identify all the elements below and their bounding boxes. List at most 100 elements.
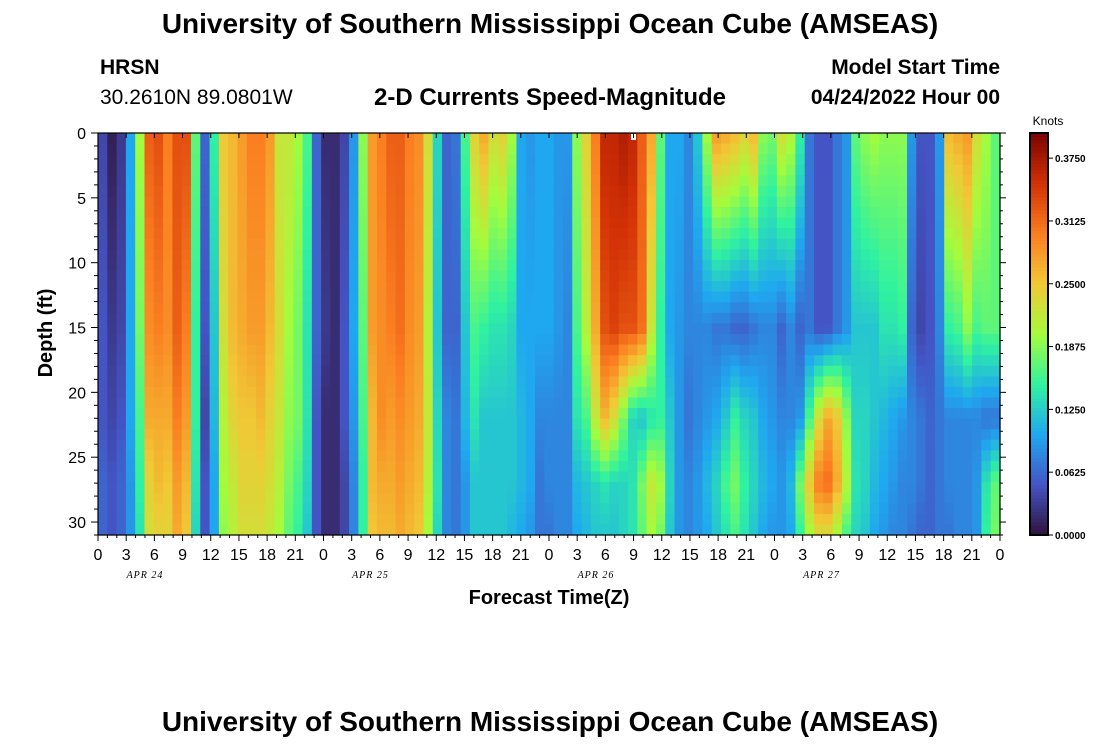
heatmap-cell bbox=[190, 450, 201, 462]
heatmap-cell bbox=[832, 471, 843, 483]
heatmap-cell bbox=[404, 281, 415, 293]
heatmap-cell bbox=[414, 196, 425, 208]
heatmap-cell bbox=[135, 460, 146, 473]
heatmap-cell bbox=[609, 302, 620, 314]
heatmap-cell bbox=[609, 154, 620, 166]
heatmap-cell bbox=[358, 471, 369, 483]
heatmap-cell bbox=[990, 450, 1001, 462]
heatmap-cell bbox=[795, 238, 806, 250]
heatmap-cell bbox=[832, 450, 843, 462]
heatmap-cell bbox=[404, 291, 415, 303]
heatmap-cell bbox=[246, 238, 257, 250]
heatmap-cell bbox=[125, 207, 136, 219]
heatmap-cell bbox=[218, 228, 229, 240]
heatmap-cell bbox=[98, 513, 108, 526]
heatmap-cell bbox=[190, 133, 201, 145]
heatmap-cell bbox=[460, 196, 471, 208]
heatmap-cell bbox=[776, 397, 787, 409]
heatmap-cell bbox=[404, 503, 415, 515]
heatmap-cell bbox=[321, 270, 332, 282]
heatmap-cell bbox=[609, 471, 620, 483]
heatmap-cell bbox=[730, 376, 741, 388]
heatmap-cell bbox=[153, 460, 164, 473]
heatmap-cell bbox=[414, 334, 425, 346]
heatmap-cell bbox=[125, 302, 136, 314]
heatmap-cell bbox=[618, 460, 629, 473]
heatmap-cell bbox=[693, 259, 704, 272]
heatmap-cell bbox=[944, 238, 955, 250]
heatmap-cell bbox=[302, 513, 313, 526]
heatmap-cell bbox=[786, 503, 797, 515]
heatmap-cell bbox=[525, 196, 536, 208]
heatmap-cell bbox=[311, 259, 322, 272]
heatmap-cell bbox=[367, 302, 378, 314]
heatmap-cell bbox=[879, 249, 890, 261]
heatmap-cell bbox=[283, 302, 294, 314]
heatmap-cell bbox=[572, 228, 583, 240]
heatmap-cell bbox=[990, 249, 1001, 261]
heatmap-cell bbox=[990, 175, 1001, 187]
heatmap-cell bbox=[488, 386, 499, 399]
heatmap-cell bbox=[832, 503, 843, 515]
heatmap-cell bbox=[860, 397, 871, 409]
heatmap-cell bbox=[795, 376, 806, 388]
colorbar-swatch bbox=[1030, 464, 1048, 469]
heatmap-cell bbox=[116, 429, 127, 441]
heatmap-cell bbox=[814, 228, 824, 240]
heatmap-cell bbox=[600, 365, 611, 377]
heatmap-cell bbox=[776, 513, 787, 526]
heatmap-cell bbox=[748, 323, 759, 335]
heatmap-cell bbox=[888, 429, 899, 441]
heatmap-cell bbox=[358, 217, 369, 229]
heatmap-cell bbox=[200, 450, 211, 462]
heatmap-cell bbox=[934, 143, 945, 155]
heatmap-cell bbox=[535, 408, 545, 420]
heatmap-cell bbox=[321, 450, 332, 462]
colorbar-swatch bbox=[1030, 327, 1048, 332]
heatmap-cell bbox=[823, 185, 834, 198]
heatmap-cell bbox=[209, 164, 220, 176]
heatmap-cell bbox=[497, 482, 508, 494]
heatmap-cell bbox=[497, 154, 508, 166]
heatmap-cell bbox=[823, 513, 834, 526]
heatmap-cell bbox=[823, 259, 834, 272]
heatmap-cell bbox=[590, 238, 601, 250]
heatmap-cell bbox=[730, 429, 741, 441]
heatmap-cell bbox=[311, 270, 322, 282]
heatmap-cell bbox=[172, 143, 183, 155]
heatmap-cell bbox=[665, 259, 676, 272]
colorbar-swatch bbox=[1030, 501, 1048, 506]
heatmap-cell bbox=[125, 164, 136, 176]
heatmap-cell bbox=[107, 492, 118, 504]
heatmap-cell bbox=[293, 312, 304, 325]
heatmap-cell bbox=[907, 408, 917, 420]
heatmap-cell bbox=[581, 334, 592, 346]
heatmap-cell bbox=[256, 154, 266, 166]
heatmap-cell bbox=[116, 154, 127, 166]
heatmap-cell bbox=[125, 355, 136, 367]
heatmap-cell bbox=[507, 312, 518, 325]
heatmap-cell bbox=[98, 185, 108, 198]
heatmap-cell bbox=[730, 185, 741, 198]
heatmap-cell bbox=[851, 312, 862, 325]
heatmap-cell bbox=[237, 513, 248, 526]
heatmap-cell bbox=[767, 365, 778, 377]
heatmap-cell bbox=[274, 386, 285, 399]
heatmap-cell bbox=[442, 154, 452, 166]
heatmap-cell bbox=[618, 228, 629, 240]
heatmap-cell bbox=[144, 154, 155, 166]
heatmap-cell bbox=[702, 460, 713, 473]
heatmap-cell bbox=[209, 344, 220, 356]
heatmap-cell bbox=[135, 482, 146, 494]
colorbar: 0.00000.06250.12500.18750.25000.31250.37… bbox=[1029, 132, 1086, 542]
heatmap-cell bbox=[637, 334, 648, 346]
heatmap-cell bbox=[972, 323, 982, 335]
heatmap-cell bbox=[888, 270, 899, 282]
colorbar-swatch bbox=[1030, 390, 1048, 395]
heatmap-cell bbox=[98, 238, 108, 250]
heatmap-cell bbox=[386, 355, 397, 367]
heatmap-cell bbox=[516, 207, 527, 219]
heatmap-cell bbox=[516, 228, 527, 240]
heatmap-cell bbox=[795, 259, 806, 272]
heatmap-cell bbox=[116, 376, 127, 388]
